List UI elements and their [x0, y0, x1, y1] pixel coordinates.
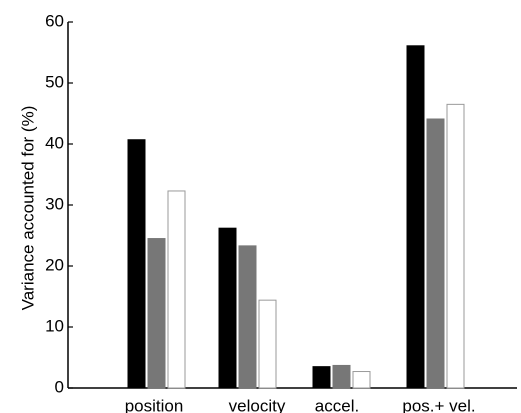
y-tick-label: 40	[45, 133, 64, 152]
bar	[446, 103, 465, 389]
bar	[167, 190, 186, 389]
x-tick-label: position	[125, 396, 184, 413]
y-tick-label: 10	[45, 316, 64, 335]
x-tick-label: accel.	[315, 396, 359, 413]
bar	[332, 364, 351, 389]
y-tick-label: 0	[55, 377, 64, 396]
bar	[352, 371, 371, 389]
bar	[238, 245, 257, 389]
y-axis-label: Variance accounted for (%)	[18, 106, 37, 311]
y-tick-label: 30	[45, 194, 64, 213]
bar	[312, 366, 331, 389]
bar	[127, 139, 146, 389]
x-tick-label: velocity	[229, 396, 286, 413]
bar	[147, 238, 166, 389]
bar	[258, 299, 277, 389]
y-tick-label: 20	[45, 255, 64, 274]
y-tick-label: 50	[45, 72, 64, 91]
plot-area: 0 10 20 30 40 50 60 position velocity accel. pos.+…	[45, 11, 517, 413]
bar	[406, 45, 425, 389]
bar	[426, 118, 445, 389]
x-tick-label: pos.+ vel.	[402, 396, 475, 413]
y-tick-label: 60	[45, 11, 64, 30]
bar	[218, 227, 237, 389]
